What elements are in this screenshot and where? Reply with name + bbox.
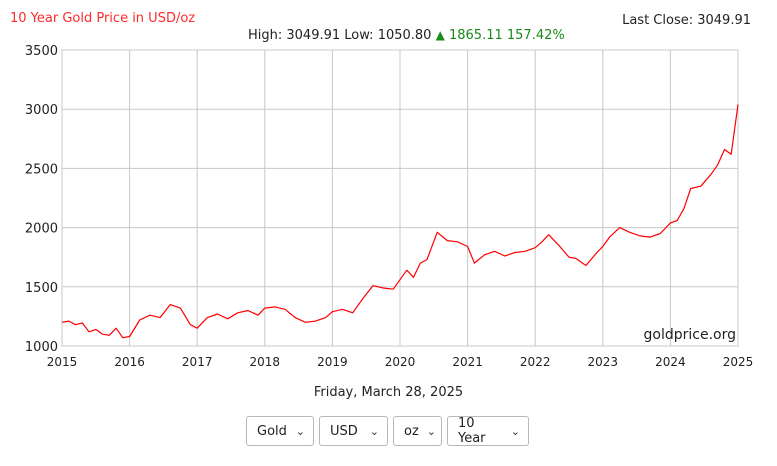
chart-controls: Gold ⌄ USD ⌄ oz ⌄ 10 Year ⌄ — [246, 416, 529, 446]
change-text: 1865.11 157.42% — [448, 28, 565, 43]
date-label: Friday, March 28, 2025 — [313, 385, 464, 400]
unit-select-value: oz — [404, 423, 419, 439]
chart-title: 10 Year Gold Price in USD/oz — [10, 11, 196, 26]
x-tick-label: 2025 — [723, 355, 754, 369]
x-tick-label: 2018 — [250, 355, 281, 369]
y-tick-label: 3500 — [25, 44, 58, 59]
x-tick-label: 2023 — [588, 355, 619, 369]
x-tick-label: 2015 — [47, 355, 78, 369]
x-tick-label: 2020 — [385, 355, 416, 369]
currency-select[interactable]: USD ⌄ — [319, 416, 388, 446]
price-chart: 2015 2016 2017 2018 2019 2020 2021 2022 2023 2024… — [25, 44, 754, 369]
chevron-down-icon: ⌄ — [426, 424, 436, 438]
x-tick-label: 2021 — [452, 355, 483, 369]
metal-select[interactable]: Gold ⌄ — [246, 416, 314, 446]
change-value: ▲ 1865.11 157.42% — [436, 28, 565, 43]
chevron-down-icon: ⌄ — [295, 424, 305, 438]
last-close-label: Last Close: 3049.91 — [622, 13, 751, 28]
period-select-value: 10 Year — [458, 416, 486, 446]
x-tick-label: 2019 — [317, 355, 348, 369]
y-tick-label: 3000 — [25, 103, 58, 118]
metal-select-value: Gold — [257, 423, 287, 439]
x-tick-label: 2017 — [182, 355, 213, 369]
currency-select-value: USD — [330, 423, 358, 439]
x-tick-label: 2016 — [114, 355, 145, 369]
low-value: Low: 1050.80 — [344, 28, 432, 43]
high-value: High: 3049.91 — [248, 28, 341, 43]
chevron-down-icon: ⌄ — [369, 424, 379, 438]
up-arrow-icon: ▲ — [435, 28, 445, 42]
x-tick-label: 2024 — [655, 355, 686, 369]
y-tick-label: 1000 — [25, 340, 58, 355]
price-stats: High: 3049.91 Low: 1050.80 ▲ 1865.11 157… — [248, 28, 565, 43]
watermark-text: goldprice.org — [644, 327, 736, 343]
price-series-line — [61, 104, 739, 339]
x-tick-label: 2022 — [520, 355, 551, 369]
y-tick-label: 2500 — [25, 162, 58, 177]
y-tick-label: 2000 — [25, 222, 58, 237]
y-tick-label: 1500 — [25, 281, 58, 296]
period-select[interactable]: 10 Year ⌄ — [447, 416, 529, 446]
unit-select[interactable]: oz ⌄ — [393, 416, 442, 446]
chevron-down-icon: ⌄ — [510, 424, 520, 438]
